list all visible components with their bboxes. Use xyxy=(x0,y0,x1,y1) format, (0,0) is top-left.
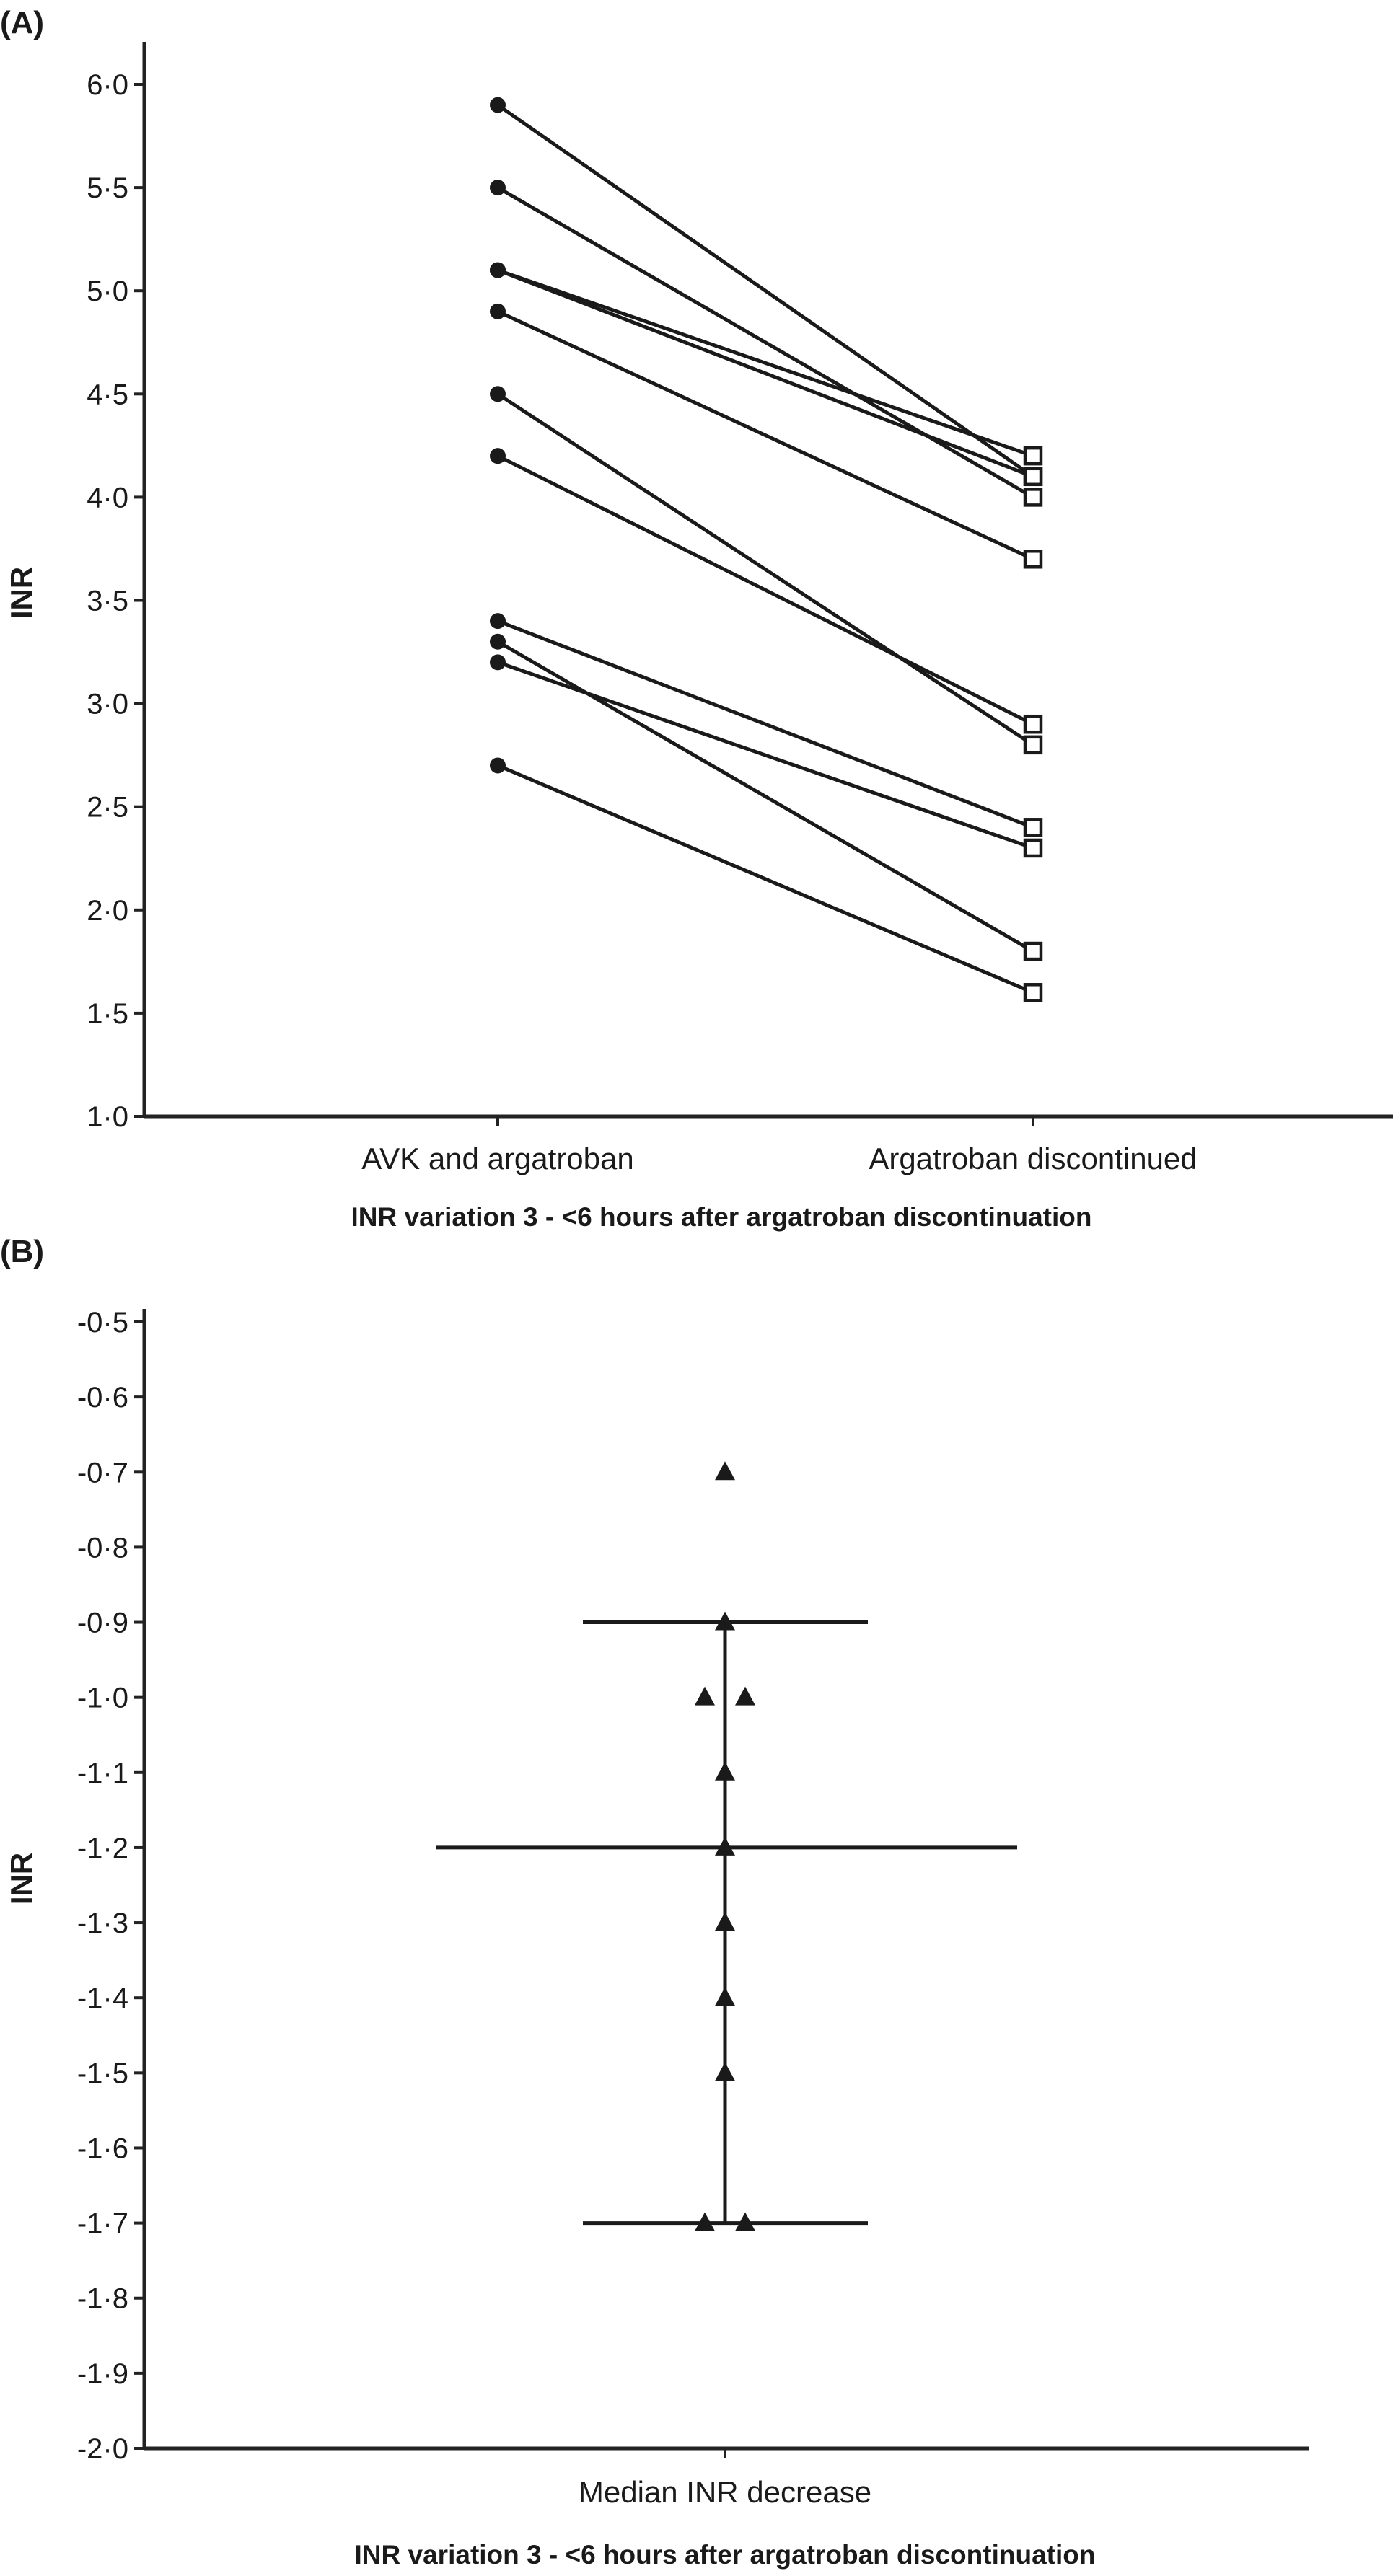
panel-a-point-before xyxy=(490,303,506,319)
panel-a-y-tick-label: 5·0 xyxy=(87,275,128,307)
panel-b-y-tick-label: -1·4 xyxy=(77,1982,128,2014)
panel-a-point-before xyxy=(490,757,506,774)
panel-a-y-ticks: 1·0 1·5 2·0 2·5 3·0 3·5 4·0 4·5 5·0 5·5 6·0 xyxy=(87,69,144,1133)
panel-a-y-tick-label: 1·0 xyxy=(87,1101,128,1133)
panel-b-y-tick-label: -1·7 xyxy=(77,2208,128,2240)
panel-a: (A) INR 1·0 1·5 2·0 2·5 3·0 3·5 4·0 4·5 5·0 5·5 6·… xyxy=(0,5,1393,1232)
panel-a-y-tick-label: 3·5 xyxy=(87,586,128,617)
panel-a-point-after xyxy=(1023,446,1043,466)
panel-b-y-tick-label: -1·6 xyxy=(77,2132,128,2164)
panel-a-series-line xyxy=(497,764,1034,994)
panel-b-y-tick-label: -0·9 xyxy=(77,1607,128,1639)
panel-b-y-tick-label: -1·8 xyxy=(77,2283,128,2315)
panel-a-point-after xyxy=(1023,735,1043,755)
panel-a-point-after xyxy=(1023,714,1043,734)
panel-b-y-ticks: -0·5 -0·6 -0·7 -0·8 -0·9 -1·0 -1·1 -1·2 -1·3 -1·4… xyxy=(77,1307,144,2465)
panel-a-point-after xyxy=(1023,838,1043,858)
panel-b-y-tick-label: -0·7 xyxy=(77,1457,128,1488)
panel-a-point-before xyxy=(490,633,506,650)
panel-a-point-before xyxy=(490,262,506,278)
panel-b-category-label: Median INR decrease xyxy=(579,2475,871,2509)
panel-a-y-tick-label: 2·5 xyxy=(87,792,128,824)
panel-a-point-after xyxy=(1023,488,1043,507)
panel-b-label: (B) xyxy=(0,1234,44,1269)
panel-a-label: (A) xyxy=(0,5,44,40)
panel-a-y-tick-label: 4·5 xyxy=(87,379,128,410)
panel-a-series-line xyxy=(497,619,1034,829)
panel-a-series-line xyxy=(496,309,1034,561)
panel-a-point-before xyxy=(490,386,506,402)
panel-b-point xyxy=(735,1686,755,1706)
panel-b-markers xyxy=(695,1461,755,2231)
panel-b-point xyxy=(735,2212,755,2231)
panel-a-y-tick-label: 1·5 xyxy=(87,998,128,1030)
panel-b-y-tick-label: -2·0 xyxy=(77,2433,128,2465)
panel-a-markers xyxy=(490,97,1043,1002)
panel-b-point xyxy=(715,1761,735,1781)
panel-a-point-after xyxy=(1023,983,1043,1002)
panel-a-series-line xyxy=(496,103,1034,478)
panel-a-point-before xyxy=(490,613,506,630)
panel-a-point-after xyxy=(1023,467,1043,487)
panel-a-series-line xyxy=(496,185,1034,499)
panel-b-point xyxy=(715,1611,735,1631)
panel-b-point xyxy=(715,2062,735,2081)
panel-a-y-tick-label: 2·0 xyxy=(87,895,128,927)
panel-b-point xyxy=(715,1836,735,1856)
panel-b-y-tick-label: -0·6 xyxy=(77,1382,128,1413)
panel-a-y-axis-label: INR xyxy=(4,567,38,619)
panel-b-point xyxy=(695,1686,715,1706)
panel-a-series-lines xyxy=(496,103,1034,994)
panel-b-y-tick-label: -1·5 xyxy=(77,2057,128,2089)
panel-a-point-after xyxy=(1023,941,1043,961)
panel-b-y-tick-label: -1·3 xyxy=(77,1907,128,1939)
panel-a-category-label: AVK and argatroban xyxy=(361,1142,634,1175)
panel-a-y-tick-label: 6·0 xyxy=(87,69,128,101)
panel-b-y-tick-label: -1·2 xyxy=(77,1832,128,1864)
panel-b-y-tick-label: -0·8 xyxy=(77,1532,128,1563)
panel-b-x-ticks: Median INR decrease xyxy=(579,2448,871,2509)
panel-a-y-tick-label: 3·0 xyxy=(87,689,128,720)
panel-a-point-before xyxy=(490,180,506,196)
panel-a-series-line xyxy=(496,454,1034,726)
panel-b-y-axis-label: INR xyxy=(4,1853,38,1905)
panel-a-series-line xyxy=(497,268,1034,479)
panel-a-y-tick-label: 4·0 xyxy=(87,482,128,513)
panel-b-point xyxy=(715,1912,735,1931)
panel-b-point xyxy=(715,1987,735,2006)
panel-b: (B) INR -0·5 -0·6 -0·7 -0·8 -0·9 -1·0 -1·1 -1·2… xyxy=(0,1234,1309,2570)
panel-a-series-line xyxy=(497,268,1034,458)
panel-a-series-line xyxy=(496,392,1034,746)
panel-a-y-tick-label: 5·5 xyxy=(87,172,128,204)
panel-a-point-after xyxy=(1023,550,1043,569)
panel-a-x-axis-title: INR variation 3 - <6 hours after argatro… xyxy=(351,1202,1092,1232)
panel-a-category-label: Argatroban discontinued xyxy=(869,1142,1197,1175)
panel-b-x-axis-title: INR variation 3 - <6 hours after argatro… xyxy=(355,2540,1096,2570)
panel-a-point-after xyxy=(1023,818,1043,837)
panel-a-point-before xyxy=(490,97,506,113)
panel-b-y-tick-label: -0·5 xyxy=(77,1307,128,1338)
panel-b-y-tick-label: -1·1 xyxy=(77,1757,128,1789)
panel-a-point-before xyxy=(490,654,506,671)
panel-a-x-ticks: AVK and argatroban Argatroban discontinue… xyxy=(361,1116,1198,1175)
panel-b-y-tick-label: -1·0 xyxy=(77,1682,128,1714)
panel-a-point-before xyxy=(490,448,506,464)
panel-b-point xyxy=(695,2212,715,2231)
panel-b-y-tick-label: -1·9 xyxy=(77,2358,128,2390)
panel-a-series-line xyxy=(497,660,1034,850)
panel-b-point xyxy=(715,1461,735,1481)
